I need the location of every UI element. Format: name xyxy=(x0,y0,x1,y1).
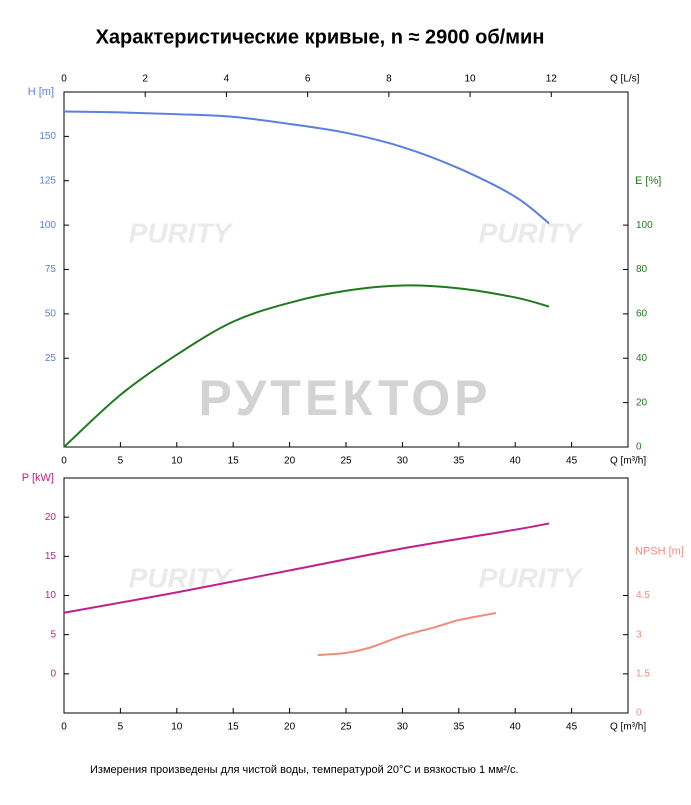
y2-tick-label: 0 xyxy=(636,708,642,719)
y2-tick-label: 0 xyxy=(636,442,642,453)
x2-tick-label: 4 xyxy=(224,74,230,85)
y-tick-label: 50 xyxy=(45,309,57,320)
x2-tick-label: 12 xyxy=(546,74,558,85)
watermark: PURITY xyxy=(129,217,234,248)
y-tick-label: 150 xyxy=(39,131,56,142)
watermark: PURITY xyxy=(479,217,584,248)
y-axis-label: H [m] xyxy=(28,86,54,98)
x2-axis-label: Q [L/s] xyxy=(610,74,640,85)
x-tick-label: 25 xyxy=(340,722,352,733)
x-tick-label: 20 xyxy=(284,456,296,467)
x-tick-label: 30 xyxy=(397,722,409,733)
x-tick-label: 15 xyxy=(228,722,240,733)
x-tick-label: 40 xyxy=(510,456,522,467)
x-tick-label: 40 xyxy=(510,722,522,733)
x-tick-label: 45 xyxy=(566,722,578,733)
x-tick-label: 45 xyxy=(566,456,578,467)
x2-tick-label: 0 xyxy=(61,74,67,85)
series-line xyxy=(63,522,550,614)
x-tick-label: 5 xyxy=(118,722,124,733)
plot-frame xyxy=(63,477,629,714)
x2-tick-label: 8 xyxy=(386,74,392,85)
x-tick-label: 35 xyxy=(453,456,465,467)
x-tick-label: 25 xyxy=(340,456,352,467)
y-tick-label: 0 xyxy=(50,668,56,679)
x-axis-label: Q [m³/h] xyxy=(610,456,646,467)
x-tick-label: 10 xyxy=(171,456,183,467)
series-line xyxy=(317,612,497,657)
x-tick-label: 5 xyxy=(118,456,124,467)
y-tick-label: 125 xyxy=(39,175,56,186)
y-tick-label: 15 xyxy=(45,551,57,562)
watermark: РУТЕКТОР xyxy=(199,370,492,426)
y2-tick-label: 3 xyxy=(636,629,642,640)
y2-tick-label: 40 xyxy=(636,353,648,364)
series-line xyxy=(63,110,550,225)
y2-tick-label: 100 xyxy=(636,220,653,231)
y-tick-label: 10 xyxy=(45,590,57,601)
chart-title: Характеристические кривые, n ≈ 2900 об/м… xyxy=(96,26,545,48)
y2-axis-label: E [%] xyxy=(635,175,661,187)
y-axis-label: P [kW] xyxy=(22,472,54,484)
y-tick-label: 75 xyxy=(45,264,57,275)
series-line xyxy=(63,284,550,448)
x-tick-label: 20 xyxy=(284,722,296,733)
x-axis-label: Q [m³/h] xyxy=(610,722,646,733)
x-tick-label: 0 xyxy=(61,722,67,733)
x-tick-label: 10 xyxy=(171,722,183,733)
y-tick-label: 100 xyxy=(39,220,56,231)
x-tick-label: 15 xyxy=(228,456,240,467)
y2-tick-label: 1.5 xyxy=(636,668,650,679)
watermark: PURITY xyxy=(479,562,584,593)
y-tick-label: 5 xyxy=(50,629,56,640)
x-tick-label: 0 xyxy=(61,456,67,467)
x2-tick-label: 2 xyxy=(142,74,148,85)
y2-axis-label: NPSH [m] xyxy=(635,545,684,557)
x2-tick-label: 6 xyxy=(305,74,311,85)
footnote: Измерения произведены для чистой воды, т… xyxy=(90,764,519,776)
y-tick-label: 20 xyxy=(45,512,57,523)
x2-tick-label: 10 xyxy=(465,74,477,85)
watermark: PURITY xyxy=(129,562,234,593)
y2-tick-label: 80 xyxy=(636,264,648,275)
y2-tick-label: 60 xyxy=(636,309,648,320)
y-tick-label: 25 xyxy=(45,353,57,364)
x-tick-label: 30 xyxy=(397,456,409,467)
y2-tick-label: 20 xyxy=(636,397,648,408)
y2-tick-label: 4.5 xyxy=(636,590,650,601)
x-tick-label: 35 xyxy=(453,722,465,733)
